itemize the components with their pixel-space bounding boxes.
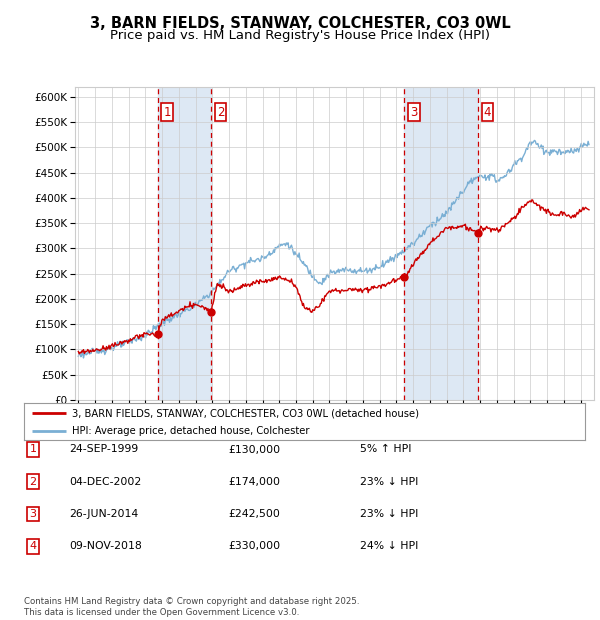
Text: 3: 3 bbox=[410, 105, 418, 118]
Text: £174,000: £174,000 bbox=[228, 477, 280, 487]
Text: Contains HM Land Registry data © Crown copyright and database right 2025.
This d: Contains HM Land Registry data © Crown c… bbox=[24, 598, 359, 617]
Text: 24% ↓ HPI: 24% ↓ HPI bbox=[360, 541, 418, 551]
Bar bbox=[404, 87, 478, 400]
Text: 26-JUN-2014: 26-JUN-2014 bbox=[69, 509, 138, 519]
Text: 1: 1 bbox=[29, 445, 37, 454]
Text: £130,000: £130,000 bbox=[228, 445, 280, 454]
Text: £242,500: £242,500 bbox=[228, 509, 280, 519]
Text: 09-NOV-2018: 09-NOV-2018 bbox=[69, 541, 142, 551]
Text: 4: 4 bbox=[29, 541, 37, 551]
Text: Price paid vs. HM Land Registry's House Price Index (HPI): Price paid vs. HM Land Registry's House … bbox=[110, 29, 490, 42]
Text: 24-SEP-1999: 24-SEP-1999 bbox=[69, 445, 138, 454]
Text: 2: 2 bbox=[29, 477, 37, 487]
Text: 1: 1 bbox=[163, 105, 171, 118]
Text: £330,000: £330,000 bbox=[228, 541, 280, 551]
Text: 3, BARN FIELDS, STANWAY, COLCHESTER, CO3 0WL: 3, BARN FIELDS, STANWAY, COLCHESTER, CO3… bbox=[89, 16, 511, 30]
Bar bbox=[158, 87, 211, 400]
Text: 3, BARN FIELDS, STANWAY, COLCHESTER, CO3 0WL (detached house): 3, BARN FIELDS, STANWAY, COLCHESTER, CO3… bbox=[71, 409, 419, 419]
Text: HPI: Average price, detached house, Colchester: HPI: Average price, detached house, Colc… bbox=[71, 427, 309, 436]
Text: 3: 3 bbox=[29, 509, 37, 519]
Text: 23% ↓ HPI: 23% ↓ HPI bbox=[360, 509, 418, 519]
Text: 04-DEC-2002: 04-DEC-2002 bbox=[69, 477, 141, 487]
Text: 4: 4 bbox=[484, 105, 491, 118]
Text: 5% ↑ HPI: 5% ↑ HPI bbox=[360, 445, 412, 454]
Text: 23% ↓ HPI: 23% ↓ HPI bbox=[360, 477, 418, 487]
Text: 2: 2 bbox=[217, 105, 224, 118]
